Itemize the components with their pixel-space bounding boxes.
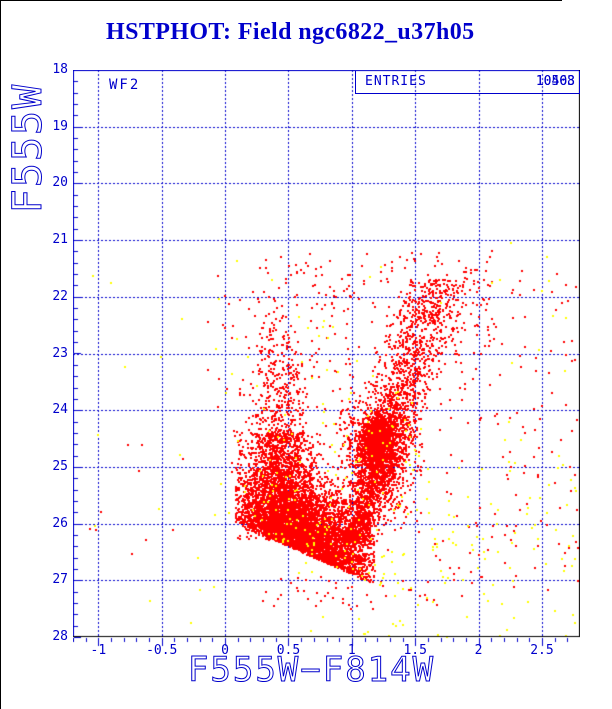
y-tick-label: 19 xyxy=(52,118,68,134)
x-tick-label: 1 xyxy=(347,643,356,658)
entries-box: ENTRIES 10508 10463 xyxy=(355,71,580,94)
chip-label: WF2 xyxy=(109,77,141,93)
y-tick-label: 18 xyxy=(52,62,68,77)
y-tick-label: 22 xyxy=(52,288,68,304)
y-axis-label: F555W xyxy=(5,82,52,214)
x-tick-label: -1 xyxy=(90,643,107,658)
x-tick-label: -0.5 xyxy=(146,643,178,658)
x-tick-label: 2 xyxy=(474,643,483,658)
y-tick-label: 28 xyxy=(52,629,68,644)
entries-value-1: 10508 xyxy=(535,74,575,89)
y-tick-label: 27 xyxy=(52,572,68,588)
x-axis-label: F555W−F814W xyxy=(187,650,436,691)
y-tick-label: 26 xyxy=(52,515,68,531)
x-tick-label: 0.5 xyxy=(276,643,301,658)
page-title: HSTPHOT: Field ngc6822_u37h05 xyxy=(106,19,475,45)
x-tick-label: 1.5 xyxy=(403,643,427,658)
window-edge-left xyxy=(0,0,1,709)
cmd-scatter-plot xyxy=(73,70,580,649)
entries-value-2: 10463 xyxy=(535,74,575,89)
y-tick-label: 20 xyxy=(52,175,68,191)
entries-label: ENTRIES xyxy=(365,74,427,89)
window-edge-top xyxy=(0,0,562,1)
y-tick-label: 23 xyxy=(52,345,68,361)
x-tick-label: 0 xyxy=(221,643,229,658)
y-tick-label: 21 xyxy=(52,232,68,248)
y-tick-label: 24 xyxy=(52,402,68,418)
y-tick-label: 25 xyxy=(52,458,68,474)
x-tick-label: 2.5 xyxy=(530,643,554,658)
